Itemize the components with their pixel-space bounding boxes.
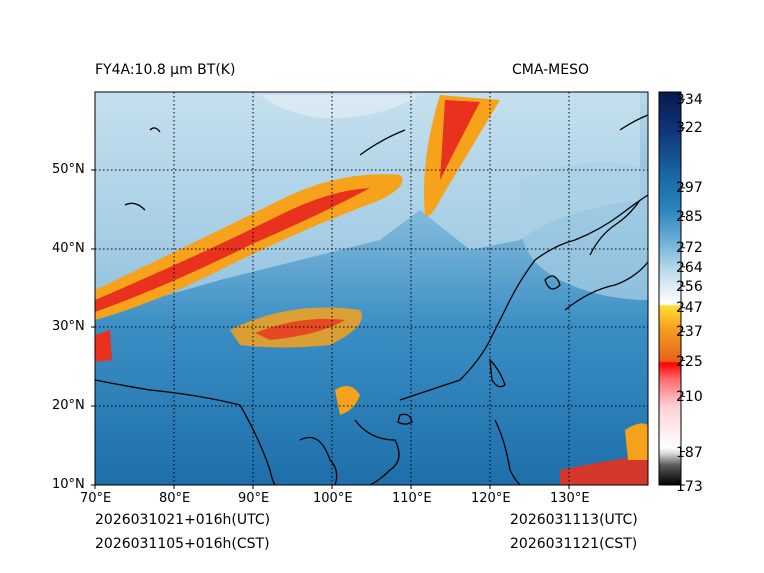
colorbar-label-272: 272 bbox=[676, 240, 703, 256]
okhotsk-coast bbox=[619, 114, 648, 131]
cloud-west-edge bbox=[95, 330, 112, 362]
colorbar-label-256: 256 bbox=[676, 279, 703, 295]
lat-label-10: 10°N bbox=[52, 477, 85, 492]
cold-cloud-north-core bbox=[440, 100, 480, 180]
colorbar bbox=[658, 91, 682, 486]
colorbar-label-334: 334 bbox=[676, 92, 703, 108]
valid-time-utc: 2026031113(UTC) bbox=[510, 512, 638, 528]
indochina-east-coast bbox=[354, 419, 400, 485]
lat-label-40: 40°N bbox=[52, 241, 85, 256]
colorbar-label-225: 225 bbox=[676, 354, 703, 370]
colorbar-label-247: 247 bbox=[676, 300, 703, 316]
model-name: CMA-MESO bbox=[512, 62, 590, 78]
taiwan bbox=[489, 358, 506, 388]
lon-label-80: 80°E bbox=[159, 491, 191, 506]
lon-label-90: 90°E bbox=[238, 491, 270, 506]
lat-label-20: 20°N bbox=[52, 398, 85, 413]
japan-main bbox=[589, 199, 641, 256]
init-time-utc: 2026031021+016h(UTC) bbox=[95, 512, 271, 528]
japan-south bbox=[564, 261, 648, 311]
valid-time-cst: 2026031121(CST) bbox=[510, 536, 638, 552]
lon-label-70: 70°E bbox=[80, 491, 112, 506]
cloud-southeast-asia bbox=[335, 386, 360, 415]
cold-cloud-band bbox=[95, 174, 403, 320]
map-title: FY4A:10.8 µm BT(K) bbox=[95, 62, 236, 78]
init-time-cst: 2026031105+016h(CST) bbox=[95, 536, 270, 552]
hainan bbox=[397, 413, 413, 425]
colorbar-label-173: 173 bbox=[676, 479, 703, 495]
colorbar-label-187: 187 bbox=[676, 445, 703, 461]
lon-label-130: 130°E bbox=[550, 491, 590, 506]
colorbar-label-210: 210 bbox=[676, 389, 703, 405]
lon-label-120: 120°E bbox=[471, 491, 511, 506]
graticule bbox=[95, 92, 648, 485]
colorbar-tick-marks bbox=[681, 98, 685, 486]
china-coast bbox=[399, 194, 648, 401]
lat-tick-marks bbox=[91, 169, 95, 486]
colorbar-label-237: 237 bbox=[676, 324, 703, 340]
colorbar-label-264: 264 bbox=[676, 260, 703, 276]
aral-sea bbox=[124, 202, 146, 211]
cloud-pacific-east bbox=[625, 423, 648, 460]
lon-tick-marks bbox=[94, 485, 570, 489]
lake-north bbox=[149, 127, 161, 133]
coastlines bbox=[95, 114, 648, 485]
colorbar-label-322: 322 bbox=[676, 120, 703, 136]
colorbar-label-297: 297 bbox=[676, 180, 703, 196]
philippines bbox=[494, 419, 521, 485]
baikal-north bbox=[359, 129, 406, 156]
korea bbox=[544, 275, 561, 290]
cloud-tibet-core bbox=[255, 318, 345, 340]
colorbar-label-285: 285 bbox=[676, 209, 703, 225]
cold-cloud-north bbox=[424, 95, 500, 216]
imagery-layer bbox=[95, 92, 648, 485]
lat-label-30: 30°N bbox=[52, 319, 85, 334]
indochina-west-coast bbox=[299, 436, 338, 485]
cirrus-north bbox=[260, 95, 420, 119]
cloud-pacific-south bbox=[560, 455, 648, 485]
lon-label-100: 100°E bbox=[313, 491, 353, 506]
india-coast bbox=[95, 379, 276, 485]
lon-label-110: 110°E bbox=[392, 491, 432, 506]
lat-label-50: 50°N bbox=[52, 162, 85, 177]
cold-cloud-band-core bbox=[95, 188, 370, 312]
cloud-northeast bbox=[520, 162, 648, 300]
map-frame bbox=[94, 91, 649, 486]
